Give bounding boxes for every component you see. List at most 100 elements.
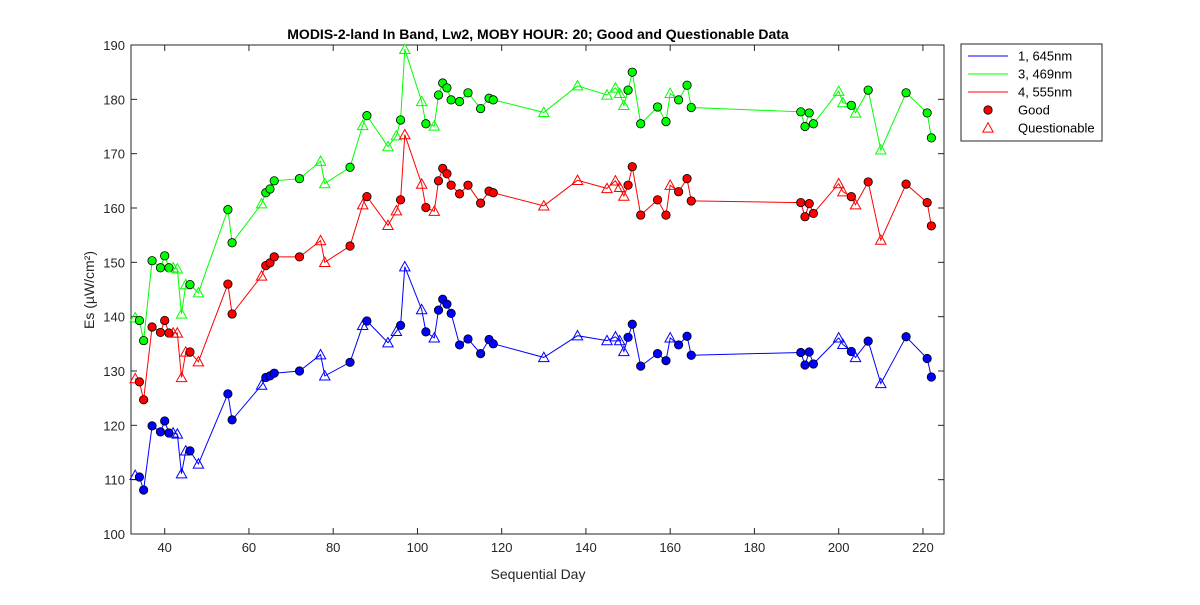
point-good — [454, 96, 465, 107]
point-good — [623, 332, 633, 342]
point-questionable — [832, 331, 845, 343]
point-good — [627, 162, 637, 172]
point-questionable — [571, 174, 584, 185]
point-questionable — [390, 325, 403, 336]
point-good — [901, 179, 911, 189]
x-tick-label: 160 — [659, 540, 681, 555]
point-questionable — [600, 88, 614, 100]
point-questionable — [613, 334, 626, 346]
point-good — [808, 208, 819, 219]
point-good — [636, 361, 646, 371]
point-questionable — [318, 369, 331, 381]
point-good — [395, 320, 406, 330]
point-good — [863, 177, 873, 187]
y-tick-label: 120 — [103, 418, 125, 433]
point-good — [796, 347, 806, 358]
point-questionable — [609, 174, 622, 186]
point-questionable — [609, 81, 622, 93]
point-questionable — [175, 371, 188, 383]
point-questionable — [390, 204, 403, 216]
point-good — [808, 359, 819, 369]
point-questionable — [314, 155, 327, 166]
point-questionable — [356, 198, 369, 210]
point-good — [627, 67, 637, 77]
point-questionable — [381, 219, 395, 231]
point-questionable — [874, 233, 887, 245]
point-good — [463, 88, 473, 98]
point-good — [808, 119, 819, 129]
point-good — [433, 176, 444, 186]
x-tick-label: 80 — [326, 540, 340, 555]
point-good — [446, 95, 456, 105]
point-questionable — [836, 338, 849, 350]
point-questionable — [192, 457, 205, 469]
point-questionable — [664, 178, 677, 190]
point-good — [442, 299, 452, 309]
legend-circle-sample — [983, 105, 993, 115]
point-good — [627, 319, 637, 329]
point-questionable — [571, 329, 584, 341]
point-good — [674, 187, 684, 197]
point-good — [446, 308, 456, 319]
point-questionable — [874, 377, 887, 389]
point-good — [636, 119, 646, 129]
point-good — [922, 353, 932, 364]
point-questionable — [664, 87, 677, 99]
point-good — [294, 366, 305, 376]
point-good — [682, 174, 692, 184]
point-good — [421, 119, 431, 129]
point-good — [804, 108, 814, 118]
point-questionable — [415, 303, 428, 315]
point-good — [661, 356, 671, 366]
point-good — [796, 107, 806, 117]
point-good — [800, 212, 810, 222]
point-good — [227, 415, 237, 425]
point-questionable — [609, 330, 622, 342]
point-questionable — [537, 351, 550, 363]
point-good — [846, 191, 856, 202]
point-good — [223, 205, 233, 215]
point-good — [686, 196, 696, 206]
point-good — [294, 252, 305, 262]
point-good — [269, 368, 279, 378]
point-questionable — [255, 197, 268, 209]
y-tick-label: 100 — [103, 527, 125, 542]
point-good — [395, 195, 406, 205]
legend-label: 4, 555nm — [1018, 85, 1072, 100]
point-good — [134, 377, 145, 387]
point-questionable — [398, 128, 411, 140]
point-good — [139, 395, 149, 405]
y-tick-label: 130 — [103, 364, 125, 379]
point-questionable — [537, 199, 550, 211]
point-good — [682, 331, 692, 341]
point-questionable — [171, 262, 184, 274]
point-questionable — [314, 234, 327, 246]
point-good — [265, 184, 275, 194]
point-good — [147, 322, 157, 332]
point-good — [488, 95, 498, 105]
point-questionable — [600, 334, 614, 346]
point-questionable — [617, 345, 630, 357]
point-questionable — [398, 260, 411, 272]
point-questionable — [571, 79, 584, 91]
point-good — [155, 263, 166, 273]
legend-label: 1, 645nm — [1018, 49, 1072, 64]
point-good — [269, 176, 279, 186]
point-good — [476, 198, 486, 208]
point-good — [160, 416, 170, 426]
point-good — [395, 115, 406, 125]
y-tick-label: 170 — [103, 147, 125, 162]
point-questionable — [192, 355, 205, 367]
point-questionable — [537, 106, 550, 118]
x-tick-label: 200 — [828, 540, 850, 555]
point-good — [926, 133, 936, 143]
legend-label: 3, 469nm — [1018, 67, 1072, 82]
point-questionable — [314, 348, 327, 360]
point-questionable — [175, 467, 188, 479]
x-tick-label: 120 — [491, 540, 513, 555]
point-questionable — [428, 119, 441, 131]
point-good — [661, 117, 671, 127]
point-good — [446, 180, 456, 190]
point-questionable — [664, 331, 677, 343]
point-questionable — [832, 84, 845, 96]
